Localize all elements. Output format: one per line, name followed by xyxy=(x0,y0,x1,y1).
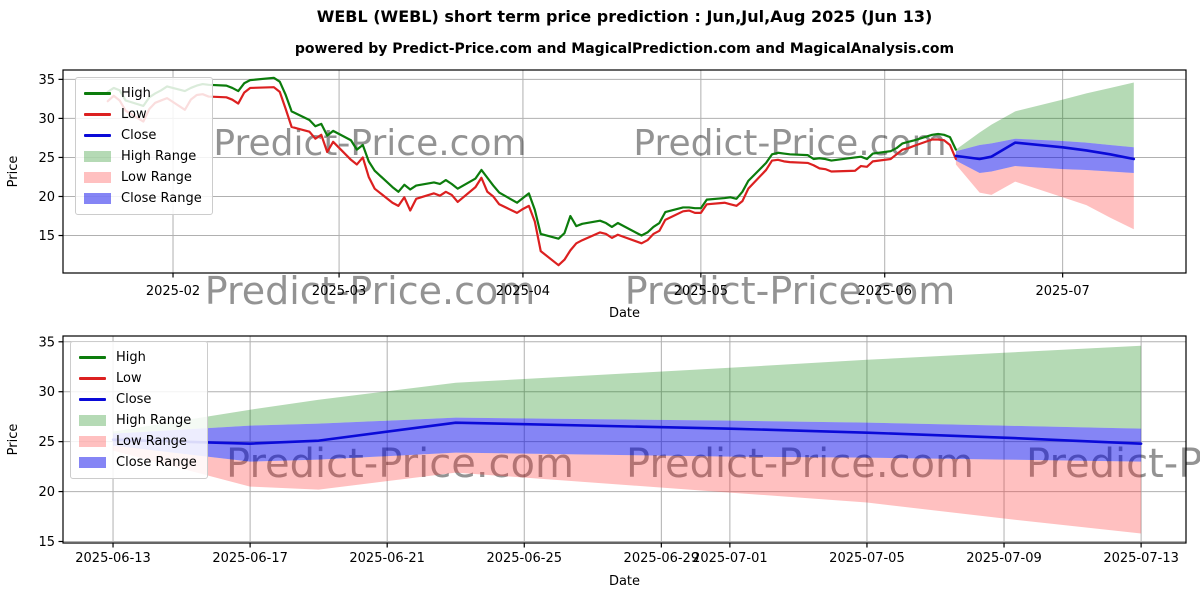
x-tick-label: 2025-07-13 xyxy=(1103,551,1179,566)
x-tick-label: 2025-06-13 xyxy=(75,551,151,566)
y-tick-label: 20 xyxy=(38,190,55,205)
legend-label-close-range: Close Range xyxy=(116,455,197,470)
x-tick-label: 2025-03 xyxy=(312,284,366,299)
low-line xyxy=(106,86,957,267)
legend-item-high: High xyxy=(79,347,197,368)
legend-swatch-close-icon xyxy=(84,134,111,137)
x-tick-label: 2025-02 xyxy=(146,284,200,299)
page-title: WEBL (WEBL) short term price prediction … xyxy=(316,7,933,26)
legend-item-close: Close xyxy=(84,125,202,146)
legend-swatch-close-icon xyxy=(79,398,106,401)
legend-item-close-range: Close Range xyxy=(84,188,202,209)
high-range-band xyxy=(955,82,1134,152)
legend-item-high-range: High Range xyxy=(84,146,202,167)
legend-swatch-low-range-icon xyxy=(84,172,111,183)
x-tick-label: 2025-06-25 xyxy=(486,551,562,566)
close-line xyxy=(111,421,1143,445)
x-tick-label: 2025-06 xyxy=(858,284,912,299)
watermark-text: Predict-Price.com xyxy=(633,123,946,164)
watermark-text: Predict-Price.com xyxy=(626,441,974,487)
legend-label-close: Close xyxy=(116,392,152,407)
legend-item-low: Low xyxy=(79,368,197,389)
legend-label-close-range: Close Range xyxy=(121,191,202,206)
close-range-band xyxy=(955,138,1134,174)
x-tick-label: 2025-06-17 xyxy=(212,551,288,566)
y-axis-label: Price xyxy=(6,424,21,456)
legend-swatch-close-range-icon xyxy=(84,193,111,204)
legend-item-high: High xyxy=(84,83,202,104)
y-tick-label: 15 xyxy=(38,535,55,550)
legend-item-close-range: Close Range xyxy=(79,452,197,473)
high-range-band xyxy=(113,345,1142,434)
watermark-text: Predict-Price.com xyxy=(1026,441,1200,487)
watermark-text: Predict-Price.com xyxy=(625,269,956,313)
x-axis-label: Date xyxy=(609,306,640,321)
x-tick-label: 2025-04 xyxy=(496,284,550,299)
plot-frame xyxy=(62,335,1187,544)
low-range-band xyxy=(113,445,1142,534)
y-tick-label: 30 xyxy=(38,385,55,400)
bottom-chart: Predict-Price.com Predict-Price.com Predic… xyxy=(6,335,1200,589)
close-range-band xyxy=(113,417,1142,462)
legend-item-low: Low xyxy=(84,104,202,125)
y-tick-label: 25 xyxy=(38,151,55,166)
legend-swatch-high-range-icon xyxy=(84,151,111,162)
legend-label-high-range: High Range xyxy=(121,149,197,164)
watermark-text: Predict-Price.com xyxy=(213,123,526,164)
y-tick-label: 30 xyxy=(38,112,55,127)
y-tick-label: 20 xyxy=(38,485,55,500)
watermark-text: Predict-Price.com xyxy=(205,269,536,313)
top-chart: Predict-Price.com Predict-Price.com Predic… xyxy=(6,69,1187,321)
x-tick-label: 2025-07 xyxy=(1035,284,1089,299)
legend-item-low-range: Low Range xyxy=(79,431,197,452)
x-tick-label: 2025-07-01 xyxy=(692,551,768,566)
legend-swatch-low-icon xyxy=(84,113,111,116)
legend-swatch-high-icon xyxy=(84,92,111,95)
legend-label-close: Close xyxy=(121,128,157,143)
legend-swatch-low-range-icon xyxy=(79,436,106,447)
legend-swatch-high-range-icon xyxy=(79,415,106,426)
bottom-chart-legend: High Low Close High Range Low Range Close Ran… xyxy=(70,341,208,479)
legend-label-low-range: Low Range xyxy=(121,170,192,185)
x-tick-label: 2025-06-29 xyxy=(624,551,700,566)
y-tick-label: 35 xyxy=(38,73,55,88)
y-tick-label: 15 xyxy=(38,229,55,244)
legend-item-close: Close xyxy=(79,389,197,410)
legend-label-high-range: High Range xyxy=(116,413,192,428)
high-line xyxy=(106,76,957,240)
x-axis-label: Date xyxy=(609,574,640,589)
x-tick-label: 2025-06-21 xyxy=(349,551,425,566)
legend-label-low: Low xyxy=(121,107,147,122)
y-tick-label: 35 xyxy=(38,335,55,350)
legend-swatch-low-icon xyxy=(79,377,106,380)
legend-label-low: Low xyxy=(116,371,142,386)
plot-frame xyxy=(62,69,1187,274)
page-subtitle: powered by Predict-Price.com and Magical… xyxy=(294,41,955,57)
legend-swatch-close-range-icon xyxy=(79,457,106,468)
legend-item-low-range: Low Range xyxy=(84,167,202,188)
y-axis-label: Price xyxy=(6,156,21,188)
legend-label-low-range: Low Range xyxy=(116,434,187,449)
x-tick-label: 2025-05 xyxy=(674,284,728,299)
legend-item-high-range: High Range xyxy=(79,410,197,431)
watermark-text: Predict-Price.com xyxy=(226,441,574,487)
y-tick-label: 25 xyxy=(38,435,55,450)
legend-swatch-high-icon xyxy=(79,356,106,359)
low-range-band xyxy=(955,160,1134,230)
x-tick-label: 2025-07-09 xyxy=(966,551,1042,566)
top-chart-legend: High Low Close High Range Low Range Close Ran… xyxy=(75,77,213,215)
legend-label-high: High xyxy=(121,86,151,101)
close-line xyxy=(954,141,1136,161)
legend-label-high: High xyxy=(116,350,146,365)
x-tick-label: 2025-07-05 xyxy=(829,551,905,566)
